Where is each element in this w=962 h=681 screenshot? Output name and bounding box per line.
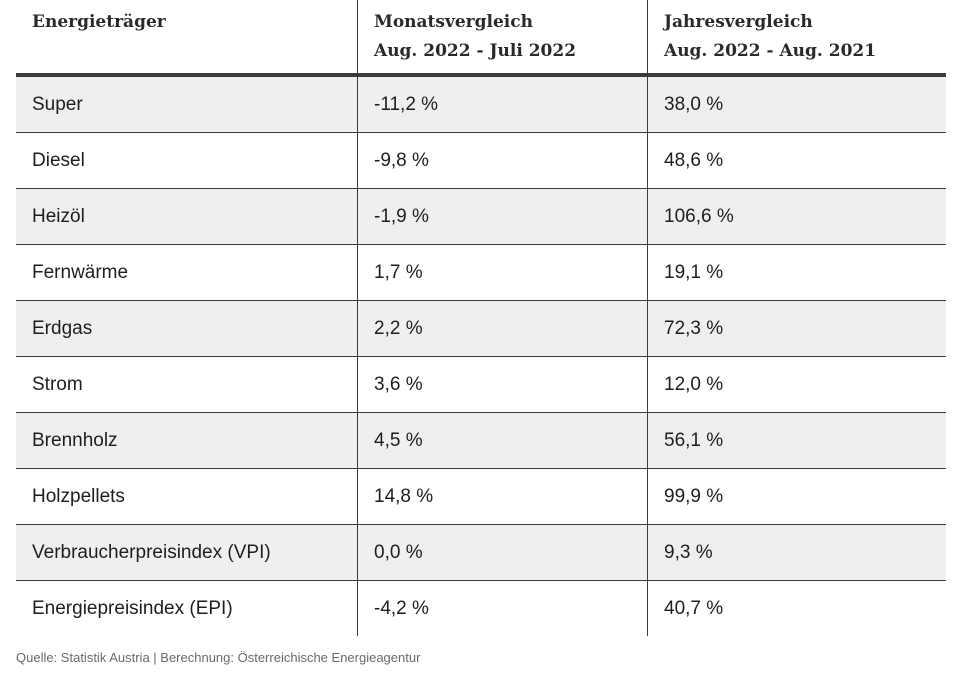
- cell-carrier: Brennholz: [32, 429, 118, 451]
- table-row: Heizöl -1,9 % 106,6 %: [16, 189, 946, 245]
- cell-carrier: Erdgas: [32, 317, 93, 339]
- table-row: Super -11,2 % 38,0 %: [16, 77, 946, 133]
- source-note: Quelle: Statistik Austria | Berechnung: …: [16, 650, 421, 665]
- header-yearly-comparison: Jahresvergleich Aug. 2022 - Aug. 2021: [647, 0, 946, 73]
- cell-monthly: -9,8 %: [357, 133, 647, 188]
- header-yearly-title: Jahresvergleich: [664, 12, 813, 32]
- table-row: Energiepreisindex (EPI) -4,2 % 40,7 %: [16, 581, 946, 636]
- header-monthly-comparison: Monatsvergleich Aug. 2022 - Juli 2022: [357, 0, 647, 73]
- cell-yearly: 72,3 %: [647, 301, 946, 356]
- table-row: Erdgas 2,2 % 72,3 %: [16, 301, 946, 357]
- cell-monthly: 1,7 %: [357, 245, 647, 300]
- table-row: Strom 3,6 % 12,0 %: [16, 357, 946, 413]
- cell-yearly: 38,0 %: [647, 77, 946, 132]
- cell-yearly: 106,6 %: [647, 189, 946, 244]
- header-energy-carrier-label: Energieträger: [32, 12, 166, 32]
- cell-carrier: Energiepreisindex (EPI): [32, 597, 233, 619]
- cell-carrier: Diesel: [32, 149, 85, 171]
- table-row: Diesel -9,8 % 48,6 %: [16, 133, 946, 189]
- cell-monthly: 2,2 %: [357, 301, 647, 356]
- cell-yearly: 99,9 %: [647, 469, 946, 524]
- header-monthly-title: Monatsvergleich: [374, 12, 533, 32]
- cell-monthly: 0,0 %: [357, 525, 647, 580]
- cell-monthly: 14,8 %: [357, 469, 647, 524]
- table-header: Energieträger Monatsvergleich Aug. 2022 …: [16, 0, 946, 77]
- cell-yearly: 19,1 %: [647, 245, 946, 300]
- header-monthly-period: Aug. 2022 - Juli 2022: [374, 41, 577, 61]
- cell-yearly: 12,0 %: [647, 357, 946, 412]
- cell-yearly: 48,6 %: [647, 133, 946, 188]
- header-yearly-period: Aug. 2022 - Aug. 2021: [664, 41, 877, 61]
- cell-yearly: 9,3 %: [647, 525, 946, 580]
- cell-carrier: Strom: [32, 373, 83, 395]
- cell-yearly: 40,7 %: [647, 581, 946, 636]
- cell-monthly: 4,5 %: [357, 413, 647, 468]
- cell-carrier: Super: [32, 93, 83, 115]
- table-row: Holzpellets 14,8 % 99,9 %: [16, 469, 946, 525]
- table-body: Super -11,2 % 38,0 % Diesel -9,8 % 48,6 % Heiz…: [16, 77, 946, 636]
- cell-carrier: Holzpellets: [32, 485, 125, 507]
- table-row: Verbraucherpreisindex (VPI) 0,0 % 9,3 %: [16, 525, 946, 581]
- cell-monthly: -4,2 %: [357, 581, 647, 636]
- cell-carrier: Heizöl: [32, 205, 85, 227]
- table-row: Brennholz 4,5 % 56,1 %: [16, 413, 946, 469]
- cell-yearly: 56,1 %: [647, 413, 946, 468]
- cell-monthly: -11,2 %: [357, 77, 647, 132]
- cell-carrier: Fernwärme: [32, 261, 129, 283]
- cell-carrier: Verbraucherpreisindex (VPI): [32, 541, 271, 563]
- cell-monthly: 3,6 %: [357, 357, 647, 412]
- header-energy-carrier: Energieträger: [16, 0, 357, 73]
- table-row: Fernwärme 1,7 % 19,1 %: [16, 245, 946, 301]
- energy-price-table: Energieträger Monatsvergleich Aug. 2022 …: [16, 0, 946, 636]
- cell-monthly: -1,9 %: [357, 189, 647, 244]
